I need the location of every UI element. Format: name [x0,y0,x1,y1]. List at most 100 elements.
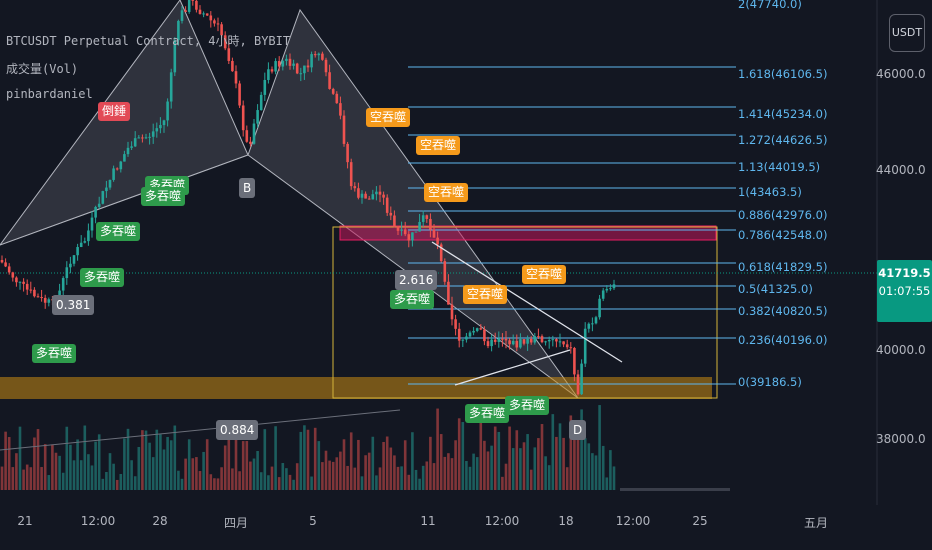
volume-bar [479,421,483,490]
volume-bar [501,476,504,490]
volume-bar [259,472,263,490]
volume-bar [11,467,15,490]
volume-bar [155,429,159,490]
volume-bar [385,436,389,490]
volume-bar [583,438,587,490]
candle-body [310,54,313,68]
volume-bar [303,425,306,490]
harmonic-point-d: D [569,420,587,440]
candle-body [209,15,213,21]
candle-body [364,193,367,199]
candle-body [241,105,245,131]
candle-body [151,131,155,137]
candle-body [177,20,180,41]
volume-bar [547,465,551,490]
volume-bar [79,460,83,490]
volume-bar [515,430,519,490]
candle-body [375,191,378,195]
volume-bar [166,436,169,490]
volume-bar [65,426,69,490]
candle-body [432,229,436,238]
volume-bar [504,463,508,490]
volume-bar [317,441,321,490]
candle-body [576,374,580,395]
time-label: 21 [17,514,33,528]
fib-label-0886: 0.886(42976.0) [738,208,828,222]
bullish-engulfing-signal: 多吞噬 [141,187,186,206]
fib-label-1: 1(43463.5) [738,185,802,199]
time-label: 12:00 [80,514,116,528]
candle-body [274,61,277,72]
volume-bar [544,456,547,490]
candle-body [587,323,591,329]
candle-body [360,193,364,198]
volume-bar [558,423,562,490]
volume-bar [439,434,443,490]
volume-bar [475,457,479,490]
volume-bar [202,451,205,490]
script-indicator-legend[interactable]: pinbardaniel [6,87,93,101]
volume-bar [112,463,115,490]
volume-bar [612,466,616,490]
candle-body [191,0,195,1]
volume-bar [425,461,429,490]
symbol-legend[interactable]: BTCUSDT Perpetual Contract, 4小時, BYBIT [6,34,291,48]
candle-body [252,123,256,144]
volume-bar [256,451,259,490]
candle-body [353,186,357,189]
candle-body [115,168,119,170]
volume-indicator-legend[interactable]: 成交量(Vol) [6,62,79,76]
bearish-engulfing-signal: 空吞噬 [522,265,567,284]
volume-bar [115,479,119,490]
candle-body [155,128,159,132]
candle-body [141,137,144,139]
candle-body [551,339,555,341]
candle-body [324,59,328,73]
volume-bar [191,458,195,490]
candle-body [202,13,205,15]
volume-bar [353,467,357,490]
fib-label-1414: 1.414(45234.0) [738,107,828,121]
time-label: 28 [152,514,168,528]
volume-bar [274,426,277,490]
volume-bar [76,439,79,490]
currency-selector[interactable]: USDT [889,14,925,52]
candle-body [429,218,432,230]
candle-body [112,168,115,180]
trendline-upper [431,241,623,363]
candle-body [184,10,187,12]
candle-body [40,297,43,299]
time-label: 四月 [223,516,249,530]
bullish-engulfing-signal: 多吞噬 [80,268,125,287]
fib-label-0618: 0.618(41829.5) [738,260,828,274]
candle-body [447,281,450,305]
candle-body [378,191,382,195]
volume-bar [22,469,25,490]
candle-body [457,328,461,341]
volume-bar [97,434,101,490]
volume-bar [173,425,177,490]
candle-body [346,143,349,163]
volume-bar [375,475,378,490]
candle-body [367,198,371,200]
volume-bar [40,467,43,490]
harmonic-ratio-0884: 0.884 [216,420,259,440]
candle-body [18,281,22,283]
candle-body [385,197,389,213]
candle-body [454,319,457,329]
candle-body [540,336,544,343]
candle-body [580,363,583,395]
scroll-indicator[interactable] [620,488,730,491]
candle-body [187,0,191,12]
volume-bar [288,474,292,490]
volume-bar [378,467,382,490]
time-label: 12:00 [484,514,520,528]
volume-bar [486,451,490,490]
volume-bar [177,470,180,490]
candle-body [83,241,87,243]
candle-body [137,137,141,139]
volume-bar [346,465,349,490]
volume-bar [371,436,375,490]
candle-body [223,35,227,49]
